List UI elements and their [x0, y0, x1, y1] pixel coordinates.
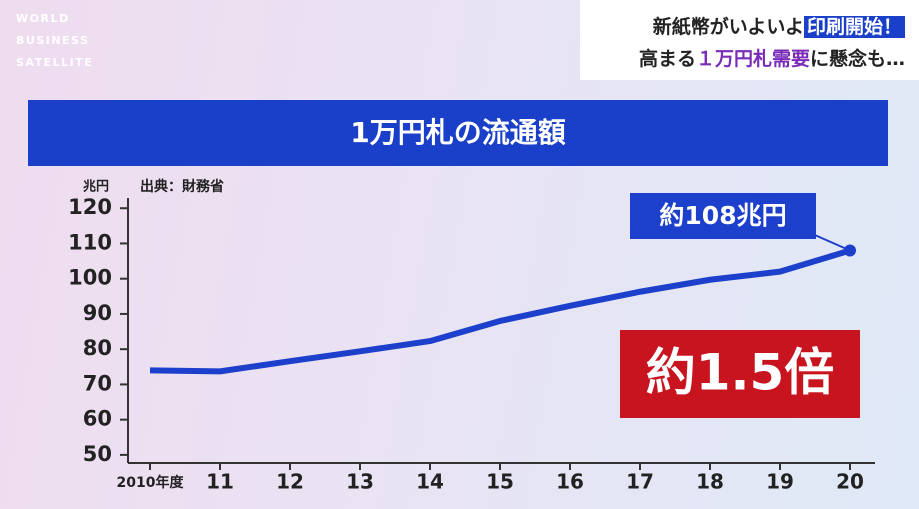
headline: 新紙幣がいよいよ 印刷開始！ 高まる１万円札需要に懸念も…: [580, 0, 919, 80]
logo-text: BUSINESS: [16, 34, 90, 47]
y-tick-label: 100: [68, 266, 112, 290]
y-tick-label: 60: [83, 407, 112, 431]
headline-text: 高まる: [638, 48, 696, 70]
x-tick-label: 14: [416, 470, 444, 494]
x-tick-label: 2010年度: [117, 474, 185, 491]
title-banner: [28, 100, 888, 166]
headline-text: 新紙幣がいよいよ: [652, 16, 804, 38]
x-tick-label: 16: [556, 470, 584, 494]
y-tick-label: 70: [83, 371, 112, 395]
y-tick-label: 90: [83, 301, 112, 325]
x-tick-label: 15: [486, 470, 514, 494]
y-tick-label: 110: [68, 230, 112, 254]
headline-highlight: １万円札需要: [695, 48, 810, 70]
headline-highlight: 印刷開始！: [803, 16, 905, 38]
ratio-label: 約1.5倍: [646, 344, 835, 402]
source: 出典：財務省: [140, 178, 224, 195]
x-tick-label: 13: [346, 470, 374, 494]
logo: WORLD BUSINESS SATELLITE: [16, 8, 93, 74]
ratio-box: [620, 330, 860, 418]
data-line: [149, 247, 851, 375]
y-tick-label: 80: [83, 336, 112, 360]
y-tick-label: 50: [83, 442, 112, 466]
y-unit: 兆円: [83, 179, 109, 195]
headline-line: 高まる１万円札需要に懸念も…: [639, 44, 905, 71]
x-tick-label: 20: [836, 470, 864, 494]
x-tick-label: 11: [206, 470, 234, 494]
x-tick-label: 17: [626, 470, 654, 494]
x-tick-label: 18: [696, 470, 724, 494]
headline-line: 新紙幣がいよいよ 印刷開始！: [653, 12, 905, 39]
headline-text: に懸念も…: [809, 48, 905, 70]
x-tick-label: 19: [766, 470, 794, 494]
logo-text: SATELLITE: [16, 56, 94, 69]
y-tick-label: 120: [68, 195, 112, 219]
logo-text: WORLD: [16, 12, 70, 25]
callout-label: 約108兆円: [659, 201, 786, 230]
chart-title: 1万円札の流通額: [350, 116, 565, 149]
x-tick-label: 12: [276, 470, 304, 494]
callout-box: [630, 193, 816, 239]
